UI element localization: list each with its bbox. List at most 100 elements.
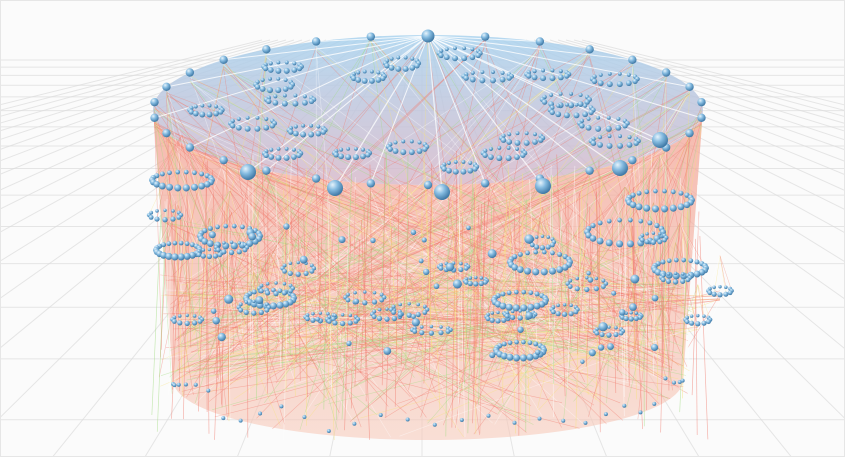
- graph-node[interactable]: [673, 257, 679, 263]
- graph-node[interactable]: [185, 68, 195, 77]
- graph-node[interactable]: [568, 311, 574, 317]
- graph-node[interactable]: [460, 168, 467, 175]
- graph-node[interactable]: [672, 380, 677, 385]
- graph-node[interactable]: [564, 73, 570, 79]
- graph-node[interactable]: [296, 260, 300, 265]
- graph-node[interactable]: [402, 65, 409, 72]
- graph-node[interactable]: [487, 249, 497, 259]
- graph-node[interactable]: [466, 225, 471, 231]
- graph-node[interactable]: [629, 303, 637, 311]
- graph-node[interactable]: [438, 330, 444, 336]
- graph-node[interactable]: [711, 291, 717, 297]
- graph-node[interactable]: [352, 154, 359, 161]
- graph-node[interactable]: [568, 102, 575, 109]
- graph-node[interactable]: [636, 190, 642, 196]
- graph-node[interactable]: [611, 290, 617, 296]
- graph-node[interactable]: [281, 290, 287, 296]
- graph-node[interactable]: [519, 354, 527, 362]
- graph-node[interactable]: [369, 69, 374, 74]
- graph-node[interactable]: [521, 339, 526, 345]
- graph-node[interactable]: [573, 309, 579, 315]
- graph-node[interactable]: [326, 429, 331, 434]
- graph-node[interactable]: [670, 189, 676, 195]
- graph-node[interactable]: [176, 214, 182, 220]
- graph-node[interactable]: [284, 60, 289, 65]
- graph-node[interactable]: [172, 240, 178, 246]
- graph-node[interactable]: [617, 71, 622, 76]
- graph-node[interactable]: [616, 116, 621, 121]
- graph-node[interactable]: [245, 115, 250, 120]
- graph-node[interactable]: [311, 174, 321, 183]
- graph-node[interactable]: [556, 303, 560, 308]
- graph-node[interactable]: [446, 167, 452, 174]
- graph-node[interactable]: [339, 320, 346, 327]
- graph-node[interactable]: [224, 294, 234, 304]
- graph-node[interactable]: [376, 70, 381, 75]
- graph-node[interactable]: [371, 299, 378, 305]
- graph-node[interactable]: [513, 289, 519, 295]
- graph-node[interactable]: [155, 209, 159, 213]
- graph-node[interactable]: [311, 311, 315, 316]
- graph-node[interactable]: [603, 412, 608, 417]
- graph-node[interactable]: [183, 382, 188, 387]
- graph-node[interactable]: [262, 166, 271, 175]
- graph-node[interactable]: [514, 339, 519, 345]
- graph-node[interactable]: [526, 73, 532, 79]
- graph-node[interactable]: [473, 281, 479, 287]
- graph-node[interactable]: [416, 302, 420, 307]
- graph-node[interactable]: [254, 125, 261, 132]
- graph-node[interactable]: [550, 68, 555, 73]
- graph-node[interactable]: [666, 258, 672, 264]
- graph-node[interactable]: [702, 314, 706, 318]
- graph-node[interactable]: [607, 134, 612, 139]
- graph-node[interactable]: [199, 111, 206, 118]
- graph-node[interactable]: [507, 132, 512, 137]
- graph-node[interactable]: [696, 313, 700, 318]
- graph-node[interactable]: [338, 153, 344, 160]
- graph-node[interactable]: [378, 413, 383, 418]
- graph-node[interactable]: [480, 179, 490, 188]
- graph-node[interactable]: [348, 313, 353, 318]
- graph-node[interactable]: [549, 92, 554, 98]
- graph-node[interactable]: [362, 69, 367, 74]
- graph-node[interactable]: [439, 325, 443, 329]
- graph-node[interactable]: [235, 124, 242, 131]
- graph-node[interactable]: [507, 340, 513, 346]
- graph-node[interactable]: [423, 180, 433, 190]
- graph-node[interactable]: [192, 320, 198, 326]
- graph-node[interactable]: [689, 314, 694, 318]
- graph-node[interactable]: [586, 271, 591, 276]
- graph-node[interactable]: [490, 77, 496, 84]
- graph-node[interactable]: [162, 128, 171, 138]
- graph-node[interactable]: [268, 76, 273, 81]
- graph-node[interactable]: [650, 343, 659, 352]
- graph-node[interactable]: [267, 87, 274, 94]
- graph-node[interactable]: [601, 278, 606, 283]
- graph-node[interactable]: [441, 166, 447, 172]
- graph-node[interactable]: [567, 284, 573, 289]
- graph-node[interactable]: [384, 316, 390, 322]
- graph-node[interactable]: [539, 245, 546, 251]
- graph-node[interactable]: [524, 234, 534, 244]
- graph-node[interactable]: [333, 313, 337, 318]
- graph-node[interactable]: [288, 129, 294, 135]
- graph-node[interactable]: [545, 244, 551, 250]
- graph-node[interactable]: [177, 320, 183, 326]
- graph-node[interactable]: [617, 217, 622, 223]
- graph-node[interactable]: [433, 283, 440, 290]
- graph-node[interactable]: [541, 249, 547, 255]
- graph-node[interactable]: [701, 320, 707, 326]
- graph-node[interactable]: [549, 109, 555, 116]
- graph-node[interactable]: [689, 320, 695, 326]
- graph-node[interactable]: [184, 320, 190, 327]
- graph-node[interactable]: [339, 147, 344, 152]
- graph-node[interactable]: [353, 318, 359, 324]
- graph-node[interactable]: [564, 102, 569, 107]
- graph-node[interactable]: [500, 291, 506, 297]
- graph-node[interactable]: [639, 237, 645, 243]
- graph-node[interactable]: [707, 290, 713, 296]
- graph-node[interactable]: [723, 291, 729, 297]
- graph-node[interactable]: [688, 258, 694, 264]
- graph-node[interactable]: [238, 302, 243, 307]
- graph-node[interactable]: [618, 134, 623, 139]
